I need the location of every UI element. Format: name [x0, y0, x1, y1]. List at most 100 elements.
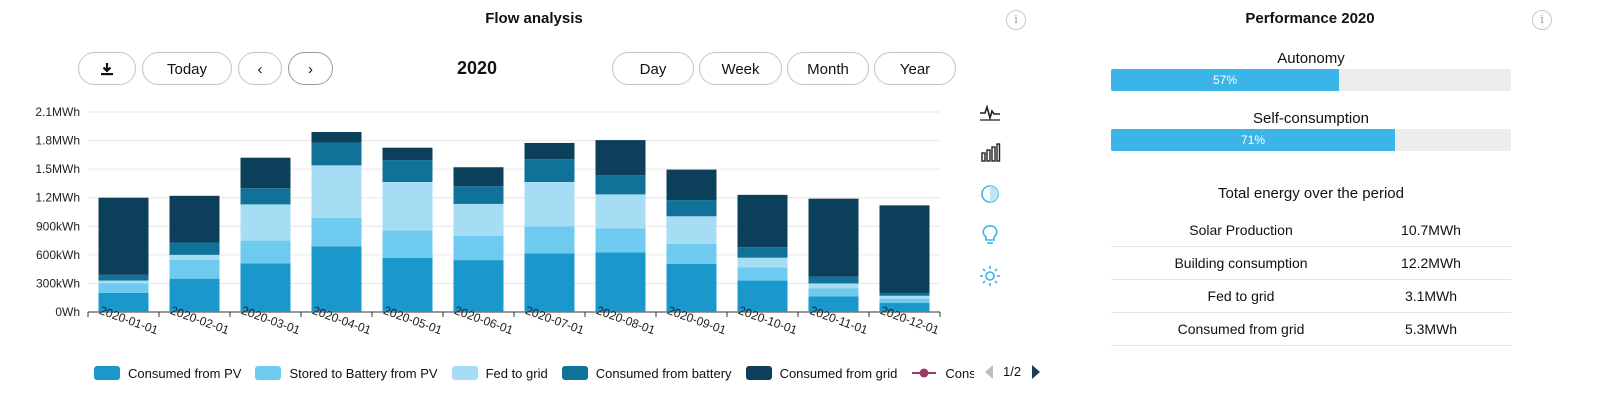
y-tick-label: 1.2MWh: [35, 191, 80, 205]
line-chart-icon[interactable]: [978, 100, 1002, 124]
autonomy-progress: 57%: [1111, 69, 1511, 91]
self-consumption-progress: 71%: [1111, 129, 1511, 151]
bar-segment: [737, 267, 788, 281]
legend-item[interactable]: Consumed from battery: [561, 364, 732, 382]
bar-segment: [595, 252, 646, 312]
bar-segment: [595, 194, 646, 229]
bar-segment: [311, 246, 362, 312]
legend-swatch: [745, 366, 772, 380]
bar-segment: [453, 203, 504, 236]
bar-segment: [453, 167, 504, 187]
legend-swatch: [255, 366, 282, 380]
bar-segment: [737, 280, 788, 312]
bar-segment: [382, 147, 433, 161]
bar-segment: [311, 165, 362, 218]
next-period-button[interactable]: ›: [288, 52, 333, 85]
legend-next-icon[interactable]: [1030, 364, 1042, 380]
chart-title: Flow analysis: [485, 10, 583, 27]
legend-line-marker: [912, 368, 937, 378]
bar-segment: [453, 235, 504, 261]
info-icon[interactable]: i: [1532, 10, 1552, 30]
total-value: 12.2MWh: [1401, 255, 1461, 271]
bar-segment: [524, 159, 575, 182]
bar-segment: [666, 263, 717, 312]
bar-segment: [595, 175, 646, 195]
bar-segment: [808, 288, 859, 297]
flow-chart: 0Wh 300kWh 600kWh 900kWh 1.2MWh 1.5MWh 1.8MWh 2…: [35, 105, 941, 337]
info-icon[interactable]: i: [1006, 10, 1026, 30]
legend-label: Consumption forec: [945, 365, 974, 381]
legend-item[interactable]: Consumed from PV: [94, 364, 241, 382]
bar-segment: [808, 296, 859, 312]
week-button[interactable]: Week: [699, 52, 782, 85]
bar-segment: [382, 257, 433, 312]
total-value: 3.1MWh: [1404, 288, 1458, 304]
day-button[interactable]: Day: [612, 52, 694, 85]
table-row: Solar Production 10.7MWh: [1111, 214, 1511, 247]
legend-prev-icon[interactable]: [983, 364, 995, 380]
bar-segment: [169, 259, 220, 279]
performance-title: Performance 2020: [1245, 10, 1375, 27]
legend-label: Consumed from battery: [595, 365, 732, 381]
legend-swatch: [561, 366, 588, 380]
bar-segment: [98, 274, 149, 281]
bar-segment: [879, 298, 930, 303]
total-value: 5.3MWh: [1404, 321, 1458, 337]
bar-segment: [169, 195, 220, 243]
y-tick-label: 600kWh: [36, 248, 80, 262]
bar-segment: [524, 182, 575, 227]
month-button[interactable]: Month: [787, 52, 869, 85]
total-label: Fed to grid: [1207, 288, 1275, 304]
bar-segment: [98, 283, 149, 293]
sun-icon[interactable]: [978, 264, 1002, 288]
total-label: Solar Production: [1189, 222, 1293, 238]
legend-swatch: [451, 366, 478, 380]
year-button[interactable]: Year: [874, 52, 956, 85]
bar-segment: [879, 302, 930, 312]
autonomy-progress-fill: 57%: [1111, 69, 1339, 91]
legend-item[interactable]: Consumed from grid: [745, 364, 898, 382]
table-row: Fed to grid 3.1MWh: [1111, 280, 1511, 313]
prev-period-button[interactable]: ‹: [238, 52, 282, 85]
bulb-icon[interactable]: [978, 223, 1002, 247]
self-consumption-label: Self-consumption: [1253, 110, 1369, 127]
period-label: 2020: [457, 58, 498, 78]
bar-segment: [382, 160, 433, 182]
bar-segment: [311, 217, 362, 247]
totals-table: Solar Production 10.7MWh Building consum…: [1111, 214, 1511, 346]
bar-segment: [98, 292, 149, 312]
contrast-icon[interactable]: [978, 182, 1002, 206]
bar-segment: [879, 292, 930, 296]
bar-segment: [240, 240, 291, 264]
download-button[interactable]: [78, 52, 136, 85]
legend-label: Stored to Battery from PV: [289, 365, 438, 381]
legend-label: Consumed from grid: [779, 365, 898, 381]
bar-segment: [240, 157, 291, 189]
legend-item[interactable]: Consumption forec: [911, 364, 974, 382]
bar-segment: [595, 140, 646, 176]
bar-segment: [524, 142, 575, 160]
total-label: Consumed from grid: [1177, 321, 1305, 337]
legend-item[interactable]: Fed to grid: [451, 364, 548, 382]
bar-segment: [453, 186, 504, 204]
legend-item[interactable]: Stored to Battery from PV: [255, 364, 438, 382]
bar-chart-icon[interactable]: [978, 141, 1002, 165]
bar-segment: [808, 276, 859, 284]
today-button[interactable]: Today: [142, 52, 232, 85]
legend-label: Consumed from PV: [128, 365, 242, 381]
bar-segment: [453, 260, 504, 312]
bar-segment: [382, 182, 433, 231]
bar-segment: [808, 198, 859, 277]
bar-segment: [737, 247, 788, 258]
y-tick-label: 300kWh: [36, 276, 80, 290]
bar-segment: [240, 204, 291, 241]
table-row: Consumed from grid 5.3MWh: [1111, 313, 1511, 346]
bar-segment: [666, 169, 717, 201]
table-row: Building consumption 12.2MWh: [1111, 247, 1511, 280]
bar-segment: [240, 188, 291, 205]
total-label: Building consumption: [1174, 255, 1308, 271]
bar-segment: [666, 216, 717, 244]
bar-segment: [169, 254, 220, 260]
bar-segment: [240, 263, 291, 312]
bar-segment: [808, 283, 859, 289]
